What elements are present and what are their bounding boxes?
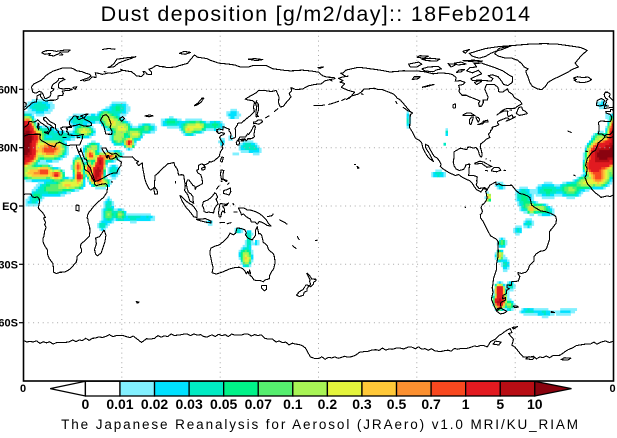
- svg-text:0.01: 0.01: [106, 396, 133, 412]
- svg-text:0.2: 0.2: [318, 396, 338, 412]
- svg-text:5: 5: [496, 396, 504, 412]
- svg-text:60S: 60S: [0, 318, 18, 330]
- svg-text:0.7: 0.7: [421, 396, 441, 412]
- svg-text:0.03: 0.03: [175, 396, 202, 412]
- svg-text:0.02: 0.02: [141, 396, 168, 412]
- svg-text:30S: 30S: [0, 259, 18, 271]
- svg-text:30N: 30N: [0, 143, 18, 155]
- svg-text:EQ: EQ: [2, 201, 18, 213]
- svg-text:1: 1: [462, 396, 470, 412]
- svg-text:0.5: 0.5: [387, 396, 407, 412]
- svg-text:0: 0: [20, 383, 26, 395]
- svg-text:60N: 60N: [0, 84, 18, 96]
- svg-text:10: 10: [527, 396, 543, 412]
- svg-text:0.3: 0.3: [352, 396, 372, 412]
- svg-text:Dust deposition [g/m2/day]:: 1: Dust deposition [g/m2/day]:: 18Feb2014: [101, 2, 532, 26]
- svg-text:0: 0: [609, 383, 615, 395]
- svg-text:The Japanese Reanalysis for Ae: The Japanese Reanalysis for Aerosol (JRA…: [61, 417, 580, 432]
- svg-text:0.07: 0.07: [245, 396, 272, 412]
- svg-text:0.1: 0.1: [283, 396, 303, 412]
- svg-text:0: 0: [82, 396, 90, 412]
- svg-text:0.05: 0.05: [210, 396, 237, 412]
